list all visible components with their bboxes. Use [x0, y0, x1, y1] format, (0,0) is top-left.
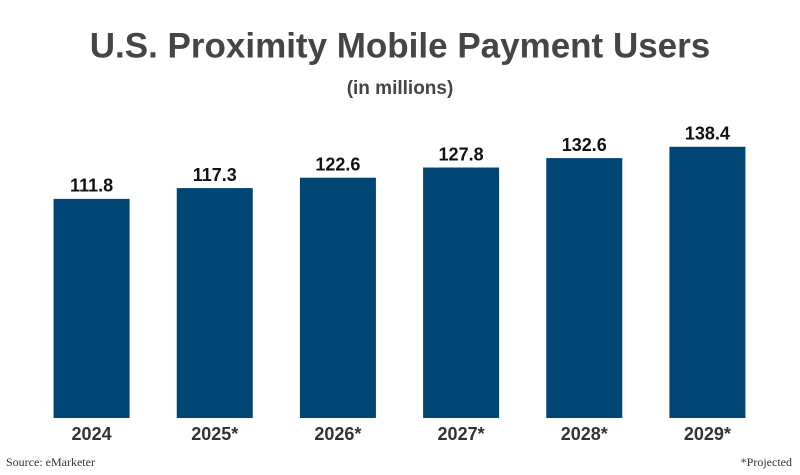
- bar: [299, 177, 376, 418]
- value-label: 122.6: [315, 154, 360, 174]
- x-tick-label: 2024: [72, 424, 112, 444]
- x-tick-label: 2027*: [438, 424, 485, 444]
- value-label: 127.8: [439, 144, 484, 164]
- value-label: 111.8: [70, 176, 113, 196]
- bar: [53, 198, 130, 418]
- x-tick-label: 2026*: [314, 424, 361, 444]
- x-tick-label: 2028*: [561, 424, 608, 444]
- value-label: 117.3: [193, 165, 237, 185]
- value-label: 132.6: [562, 135, 607, 155]
- x-tick-label: 2029*: [684, 424, 731, 444]
- chart-title: U.S. Proximity Mobile Payment Users: [90, 26, 710, 65]
- x-tick-label: 2025*: [191, 424, 238, 444]
- bar: [423, 167, 500, 418]
- value-label: 138.4: [685, 123, 730, 143]
- chart-subtitle: (in millions): [347, 78, 454, 99]
- source: Source: eMarketer: [6, 455, 95, 469]
- bar: [546, 158, 623, 418]
- footnote: *Projected: [741, 455, 792, 469]
- bar: [176, 188, 253, 418]
- bar: [669, 146, 746, 418]
